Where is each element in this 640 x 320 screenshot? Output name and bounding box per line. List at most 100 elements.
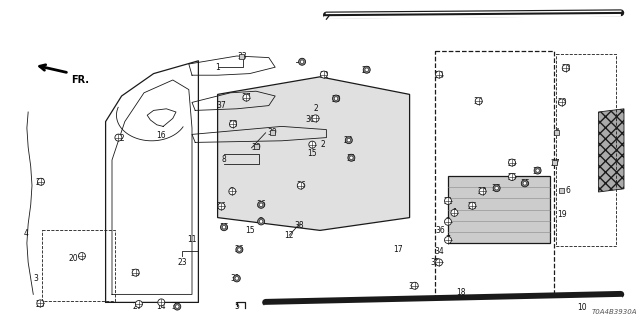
Text: 22: 22 <box>362 66 371 75</box>
Text: 35: 35 <box>520 180 530 188</box>
Circle shape <box>321 71 327 78</box>
Circle shape <box>476 98 482 105</box>
Circle shape <box>229 188 236 195</box>
Text: 39: 39 <box>267 128 277 137</box>
Circle shape <box>218 203 225 210</box>
Bar <box>239 53 244 59</box>
Circle shape <box>451 209 458 216</box>
Text: 35: 35 <box>492 184 502 193</box>
Circle shape <box>563 65 569 72</box>
Text: 20: 20 <box>557 98 567 107</box>
Text: 21: 21 <box>444 197 452 206</box>
Circle shape <box>334 97 338 100</box>
Circle shape <box>258 218 264 225</box>
Text: 2: 2 <box>321 140 326 149</box>
Circle shape <box>346 137 352 144</box>
Text: 2: 2 <box>259 217 264 226</box>
Text: T0A4B3930A: T0A4B3930A <box>591 309 637 315</box>
Text: 37: 37 <box>241 93 252 102</box>
Circle shape <box>115 134 122 141</box>
Text: 27: 27 <box>550 159 560 168</box>
Text: 23: 23 <box>477 188 488 196</box>
Text: 12: 12 <box>285 231 294 240</box>
Circle shape <box>222 226 226 229</box>
Circle shape <box>445 197 451 204</box>
Text: 16: 16 <box>156 131 166 140</box>
Bar <box>42 230 115 301</box>
Text: 15: 15 <box>307 149 317 158</box>
Text: 31: 31 <box>230 274 241 283</box>
Circle shape <box>495 187 499 190</box>
Bar <box>253 144 259 149</box>
Text: 32: 32 <box>115 134 125 143</box>
Circle shape <box>436 71 442 78</box>
Circle shape <box>174 303 180 310</box>
Text: 26: 26 <box>467 202 477 211</box>
Text: 11: 11 <box>188 236 196 244</box>
Text: 8: 8 <box>221 156 227 164</box>
Text: 2: 2 <box>230 188 235 196</box>
Text: 14: 14 <box>156 302 166 311</box>
Text: 39: 39 <box>251 143 261 152</box>
Circle shape <box>300 60 304 63</box>
Text: 35: 35 <box>430 258 440 267</box>
Bar <box>559 188 564 193</box>
Text: 2: 2 <box>445 217 451 226</box>
Circle shape <box>309 141 316 148</box>
Text: 36: 36 <box>256 200 266 209</box>
Bar <box>556 54 616 246</box>
Text: 37: 37 <box>216 101 227 110</box>
Circle shape <box>436 259 442 266</box>
Text: 36: 36 <box>296 181 306 190</box>
Text: 5: 5 <box>234 302 239 311</box>
Circle shape <box>136 300 142 308</box>
Circle shape <box>479 188 486 195</box>
Text: 26: 26 <box>234 245 244 254</box>
Circle shape <box>79 252 85 260</box>
Circle shape <box>236 246 243 253</box>
Bar <box>552 160 557 165</box>
Text: 1: 1 <box>452 208 457 217</box>
Circle shape <box>37 300 44 307</box>
Text: 2: 2 <box>313 104 318 113</box>
Text: 36: 36 <box>305 116 316 124</box>
Text: 18: 18 <box>456 288 465 297</box>
Text: 36: 36 <box>216 202 226 211</box>
Text: 28: 28 <box>36 300 45 309</box>
Text: 13: 13 <box>228 120 238 129</box>
Text: 19: 19 <box>557 210 567 219</box>
Circle shape <box>493 185 500 192</box>
Circle shape <box>132 269 139 276</box>
Text: 9: 9 <box>300 58 305 67</box>
Text: 28: 28 <box>561 64 570 73</box>
Circle shape <box>412 282 418 289</box>
Polygon shape <box>598 109 624 192</box>
Text: 15: 15 <box>244 226 255 235</box>
Text: 15: 15 <box>219 223 229 232</box>
Circle shape <box>469 202 476 209</box>
Circle shape <box>347 139 351 142</box>
Circle shape <box>523 182 527 185</box>
Circle shape <box>536 169 540 172</box>
Circle shape <box>559 99 565 106</box>
Text: 6: 6 <box>566 186 571 195</box>
Text: 1: 1 <box>215 63 220 72</box>
Polygon shape <box>448 176 550 243</box>
Text: 7: 7 <box>445 236 451 244</box>
Text: 31: 31 <box>346 154 356 163</box>
Circle shape <box>445 218 451 225</box>
Text: 36: 36 <box>435 226 445 235</box>
Text: 17: 17 <box>393 245 403 254</box>
Text: 35: 35 <box>532 167 543 176</box>
Circle shape <box>158 299 164 306</box>
Text: FR.: FR. <box>71 75 89 85</box>
Text: 24: 24 <box>344 136 354 145</box>
Circle shape <box>221 224 227 231</box>
Bar <box>435 51 554 298</box>
Text: 27: 27 <box>132 302 143 311</box>
Text: 3: 3 <box>33 274 38 283</box>
Circle shape <box>237 248 241 251</box>
Circle shape <box>298 182 304 189</box>
Circle shape <box>230 121 236 128</box>
Circle shape <box>365 68 369 71</box>
